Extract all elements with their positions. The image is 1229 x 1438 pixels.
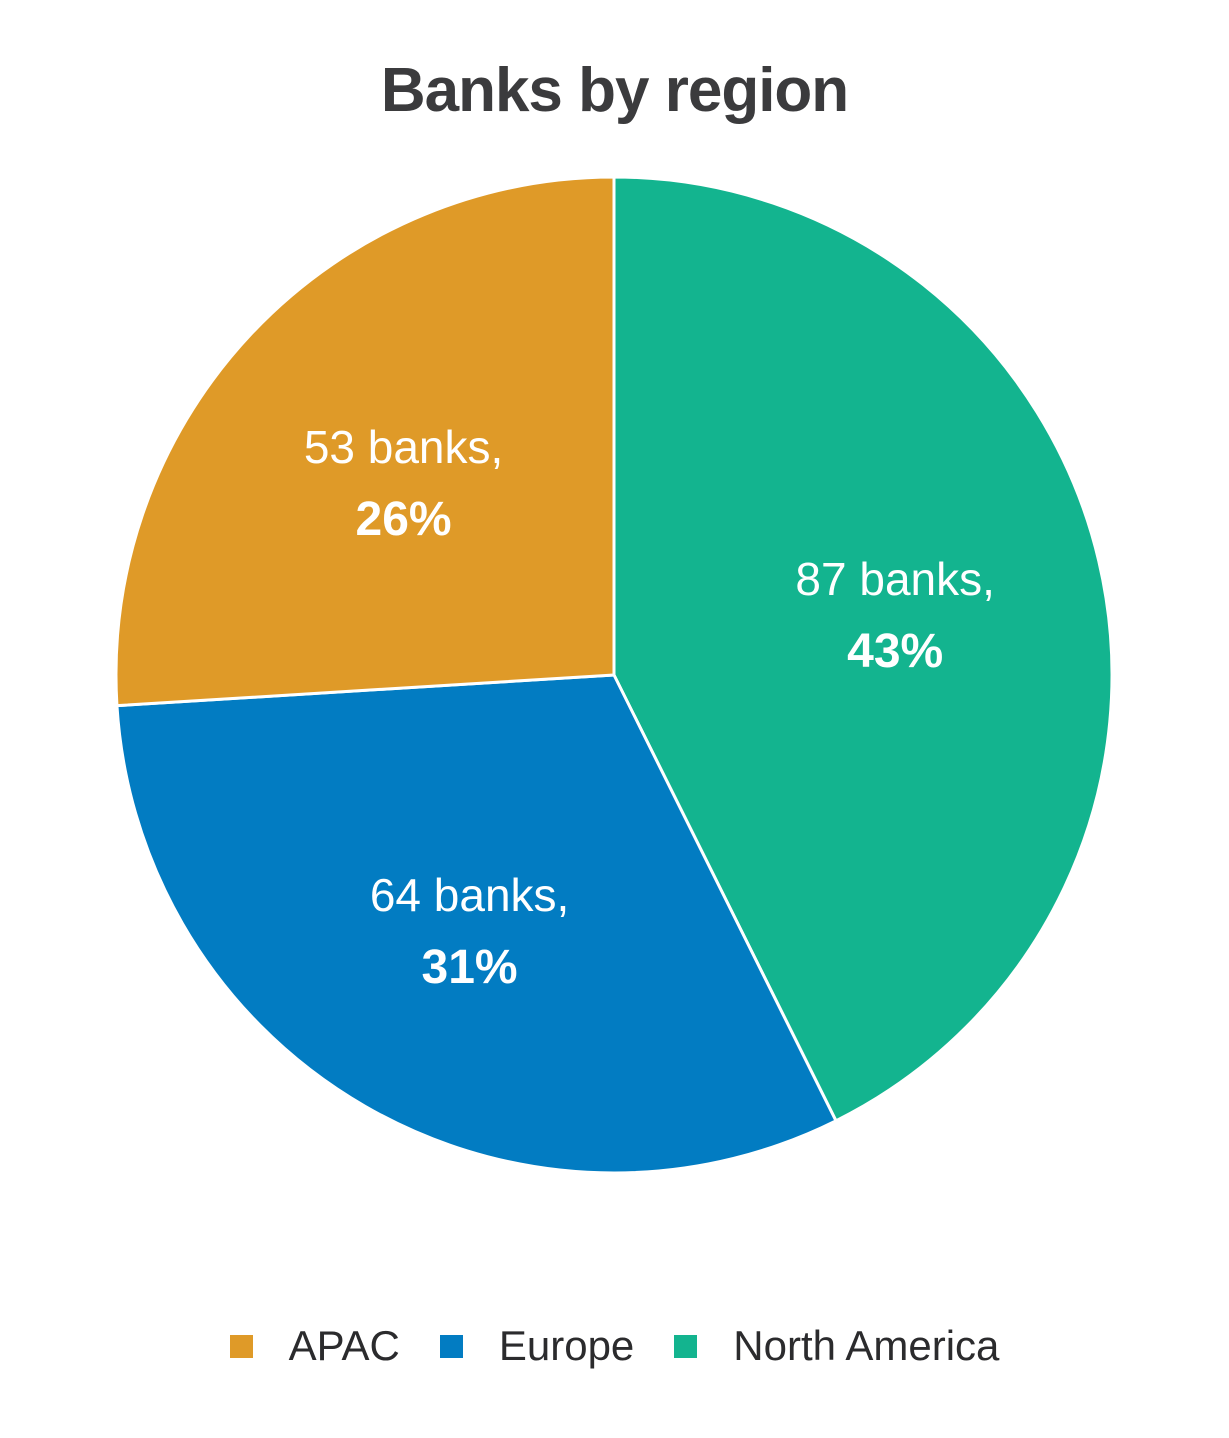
legend-label-europe: Europe <box>498 1322 635 1369</box>
legend-label-north-america: North America <box>733 1322 1000 1369</box>
pie-slice-europe <box>115 673 838 1175</box>
legend-item-north-america: North America <box>674 1322 999 1370</box>
legend-item-europe: Europe <box>439 1322 635 1370</box>
pie-slice-north-america <box>612 175 1114 1123</box>
slice-label-percent-north-america: 43% <box>847 625 943 678</box>
chart-title: Banks by region <box>380 56 849 125</box>
legend: APAC Europe North America <box>0 1322 1229 1370</box>
legend-swatch-apac <box>229 1334 253 1358</box>
slice-label-count-europe: 64 banks, <box>370 869 569 921</box>
legend-swatch-north-america <box>674 1334 698 1358</box>
legend-item-apac: APAC <box>229 1322 400 1370</box>
slice-label-percent-europe: 31% <box>422 941 518 994</box>
slice-label-percent-apac: 26% <box>356 493 452 546</box>
legend-swatch-europe <box>439 1334 463 1358</box>
slice-label-count-north-america: 87 banks, <box>795 553 994 605</box>
slice-label-count-apac: 53 banks, <box>304 421 503 473</box>
pie-slice-apac <box>114 175 616 708</box>
legend-label-apac: APAC <box>288 1322 400 1369</box>
